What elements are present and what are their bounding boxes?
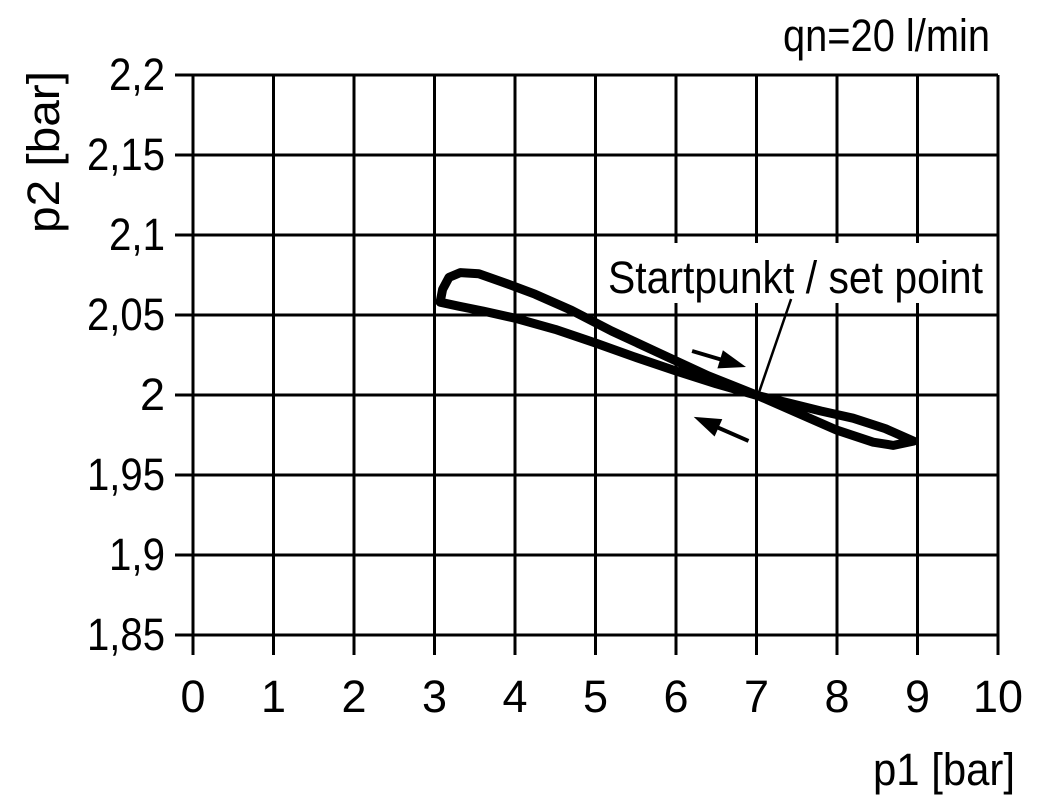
x-tick-label: 1 xyxy=(261,671,286,722)
x-tick-label: 0 xyxy=(180,671,205,722)
set-point-label-background xyxy=(600,243,992,303)
grid xyxy=(175,73,1000,655)
y-tick-label: 1,85 xyxy=(87,609,165,660)
x-tick-label: 8 xyxy=(824,671,849,722)
y-axis-label: p2 [bar] xyxy=(18,71,69,233)
hysteresis-curve xyxy=(435,268,918,450)
y-tick-label: 2,1 xyxy=(109,209,165,260)
flow-rate-label: qn=20 l/min xyxy=(783,10,990,61)
x-tick-label: 5 xyxy=(583,671,608,722)
leader-line xyxy=(756,298,793,396)
direction-arrow-right xyxy=(691,349,746,369)
y-tick-label: 2 xyxy=(140,369,165,420)
tick-labels: 2,2 2,15 2,1 2,05 2 1,95 1,9 1,85 0 1 2 3 4 5 6 7 8 9 10 xyxy=(87,49,1023,722)
x-tick-label: 7 xyxy=(744,671,769,722)
x-tick-label: 10 xyxy=(973,671,1023,722)
y-tick-label: 2,15 xyxy=(87,129,165,180)
set-point-label: Startpunkt / set point xyxy=(608,252,983,303)
x-tick-label: 3 xyxy=(422,671,447,722)
direction-arrows xyxy=(691,349,750,443)
x-tick-label: 6 xyxy=(663,671,688,722)
x-tick-label: 4 xyxy=(502,671,527,722)
y-tick-label: 1,95 xyxy=(87,449,165,500)
hysteresis-loop-curve xyxy=(435,268,918,450)
x-tick-label: 9 xyxy=(905,671,930,722)
direction-arrow-left xyxy=(693,416,750,443)
x-tick-label: 2 xyxy=(341,671,366,722)
y-tick-label: 1,9 xyxy=(109,529,165,580)
y-tick-label: 2,2 xyxy=(109,49,165,100)
x-axis-label: p1 [bar] xyxy=(873,744,1015,795)
y-tick-label: 2,05 xyxy=(87,289,165,340)
annotation-leader-line xyxy=(756,298,793,396)
